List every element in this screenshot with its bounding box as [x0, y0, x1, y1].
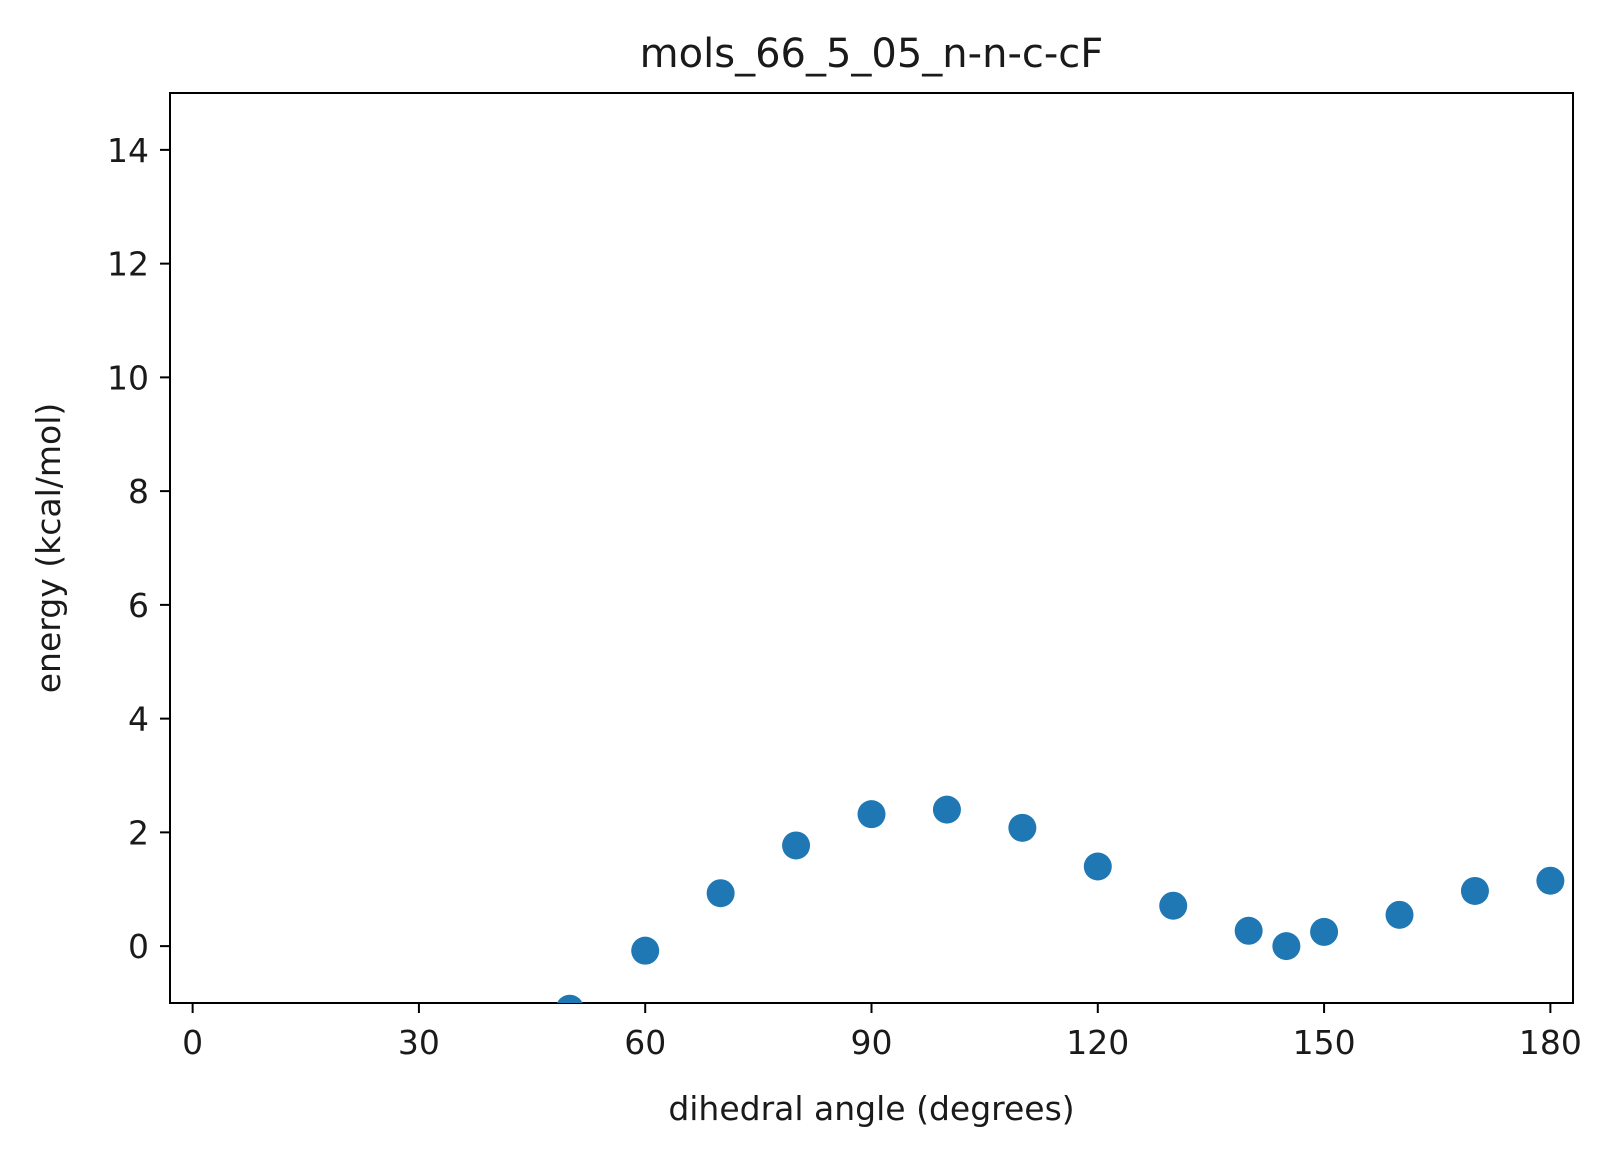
x-axis: 0 30 60 90 120 150 180 [182, 1003, 1582, 1062]
data-point [857, 800, 886, 829]
y-axis-label: energy (kcal/mol) [29, 403, 68, 694]
x-axis-label: dihedral angle (degrees) [668, 1089, 1074, 1128]
data-point [1310, 917, 1339, 946]
y-tick-label: 12 [107, 245, 149, 284]
data-point [932, 795, 961, 824]
axes-frame [169, 92, 1574, 1004]
y-tick-label: 4 [128, 700, 149, 739]
data-point [1460, 876, 1489, 905]
data-point [1234, 916, 1263, 945]
data-point [1159, 891, 1188, 920]
data-point [1083, 852, 1112, 881]
plot-area-border [169, 92, 1574, 1004]
x-tick-label: 90 [851, 1023, 893, 1062]
data-point [556, 994, 583, 1003]
y-tick-label: 2 [128, 813, 149, 852]
y-tick-label: 6 [128, 586, 149, 625]
y-tick-label: 8 [128, 472, 149, 511]
data-point [1536, 866, 1565, 895]
data-point [1385, 900, 1414, 929]
data-point [706, 879, 735, 908]
y-tick-label: 0 [128, 927, 149, 966]
data-point [1008, 813, 1037, 842]
data-point [1272, 932, 1301, 961]
y-axis: 0 2 4 6 8 10 12 14 [107, 131, 170, 966]
x-tick-label: 180 [1519, 1023, 1582, 1062]
x-tick-label: 0 [182, 1023, 203, 1062]
y-tick-label: 10 [107, 358, 149, 397]
y-tick-label: 14 [107, 131, 149, 170]
data-point [631, 936, 660, 965]
chart-title: mols_66_5_05_n-n-c-cF [640, 31, 1104, 77]
x-tick-label: 30 [398, 1023, 440, 1062]
x-tick-label: 120 [1066, 1023, 1129, 1062]
data-point [782, 831, 811, 860]
scatter-series [556, 795, 1565, 1003]
x-tick-label: 150 [1293, 1023, 1356, 1062]
x-tick-label: 60 [624, 1023, 666, 1062]
